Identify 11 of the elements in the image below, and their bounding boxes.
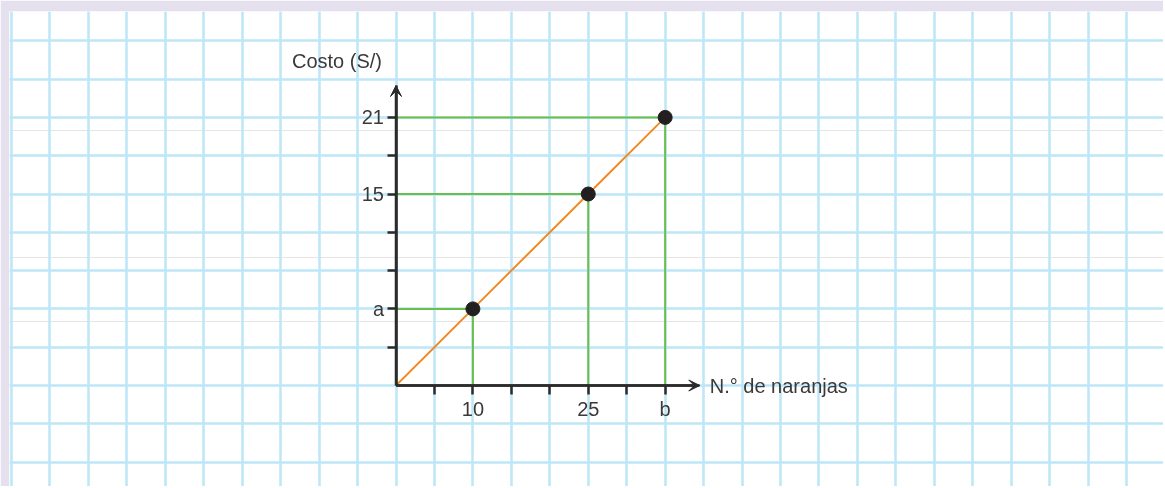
point [580, 186, 596, 202]
x-tick-label: b [659, 397, 671, 420]
point [657, 109, 673, 125]
x-tick-label: 10 [461, 397, 485, 420]
y-tick-label: a [372, 297, 385, 320]
x-axis-title: N.° de naranjas [709, 374, 848, 397]
x-tick-label: 25 [577, 397, 600, 420]
y-tick-label: 15 [361, 183, 384, 205]
point [465, 301, 481, 317]
y-tick-label: 21 [361, 106, 384, 129]
y-axis-title: Costo (S/) [291, 50, 383, 73]
